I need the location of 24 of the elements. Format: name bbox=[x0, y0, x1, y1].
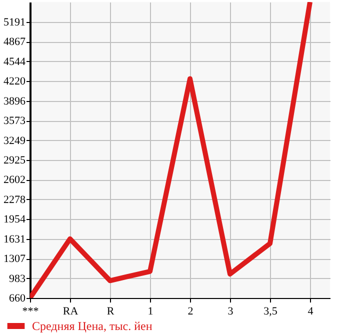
x-tick-label: R bbox=[106, 306, 115, 318]
y-tick-label: 1307 bbox=[4, 253, 26, 266]
x-tick-label: RA bbox=[62, 306, 78, 318]
y-tick-label: 2925 bbox=[4, 154, 26, 167]
x-tick-label: *** bbox=[22, 306, 39, 318]
y-tick-label: 1954 bbox=[4, 214, 26, 226]
y-tick-label: 983 bbox=[9, 272, 26, 285]
y-tick-label: 2278 bbox=[4, 194, 26, 206]
y-tick-label: 4544 bbox=[4, 56, 26, 68]
y-tick-label: 660 bbox=[9, 292, 26, 304]
y-tick-label: 5191 bbox=[4, 16, 26, 28]
y-tick-label: 1631 bbox=[4, 233, 26, 246]
y-tick-label: 4220 bbox=[4, 76, 26, 88]
y-tick-label: 3896 bbox=[4, 95, 26, 108]
y-tick-label: 3249 bbox=[4, 134, 26, 147]
y-tick-label: 2602 bbox=[4, 174, 26, 186]
x-tick-label: 1 bbox=[148, 306, 154, 318]
x-tick-label: 3,5 bbox=[264, 306, 278, 318]
y-tick-label: 4867 bbox=[4, 36, 26, 48]
x-tick-label: 4 bbox=[308, 306, 314, 318]
x-tick-label: 2 bbox=[188, 306, 194, 318]
y-tick-label: 3573 bbox=[4, 115, 26, 128]
x-tick-label: 3 bbox=[228, 306, 234, 318]
legend-label: Средняя Цена, тыс. йен bbox=[32, 319, 153, 333]
